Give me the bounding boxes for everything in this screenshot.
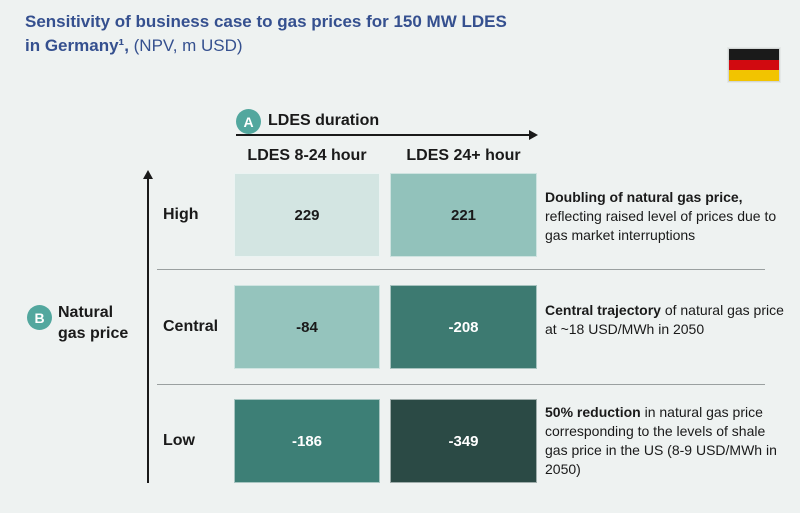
vertical-arrow-head-icon [143,170,153,179]
row-divider-2 [157,384,765,385]
cell-high-24plus: 221 [390,173,537,257]
axis-b-badge: B [27,305,52,330]
row-label-low: Low [163,432,195,449]
axis-b-label-line-1: Natural [58,304,114,321]
title-units: (NPV, m USD) [128,36,243,55]
annotation-high-bold: Doubling of natural gas price, [545,189,743,205]
cell-low-8-24: -186 [234,399,380,483]
axis-b-label: Natural gas price [58,302,128,344]
axis-b-label-line-2: gas price [58,325,129,342]
vertical-arrow-line [147,178,149,483]
row-label-central: Central [163,318,219,335]
axis-a-badge: A [236,109,261,134]
column-header-ldes-8-24: LDES 8-24 hour [247,147,367,164]
row-divider-1 [157,269,765,270]
cell-high-8-24: 229 [234,173,380,257]
annotation-central-bold: Central trajectory [545,302,661,318]
flag-stripe-black [729,49,779,60]
annotation-high: Doubling of natural gas price, reflectin… [545,188,785,245]
annotation-low-regular: in natural gas price corresponding to th… [545,404,777,477]
annotation-central-regular: of natural gas price at ~18 USD/MWh in 2… [545,302,784,337]
row-label-high: High [163,206,199,223]
annotation-high-regular: reflecting raised level of prices due to… [545,208,777,243]
flag-stripe-gold [729,70,779,82]
cell-central-24plus: -208 [390,285,537,369]
germany-flag-icon [728,48,780,82]
horizontal-arrow-head-icon [529,130,538,140]
cell-central-8-24: -84 [234,285,380,369]
axis-a-label: LDES duration [268,112,380,129]
title-line-2-bold: in Germany¹, [25,36,129,55]
cell-low-24plus: -349 [390,399,537,483]
flag-stripe-red [729,59,779,71]
column-header-ldes-24plus: LDES 24+ hour [406,147,521,164]
page-title: Sensitivity of business case to gas pric… [25,10,507,58]
annotation-low: 50% reduction in natural gas price corre… [545,403,785,479]
annotation-central: Central trajectory of natural gas price … [545,301,785,339]
annotation-low-bold: 50% reduction [545,404,641,420]
title-line-1: Sensitivity of business case to gas pric… [25,12,507,31]
horizontal-arrow-line [236,134,530,136]
title-line-2: in Germany¹, (NPV, m USD) [25,34,507,58]
